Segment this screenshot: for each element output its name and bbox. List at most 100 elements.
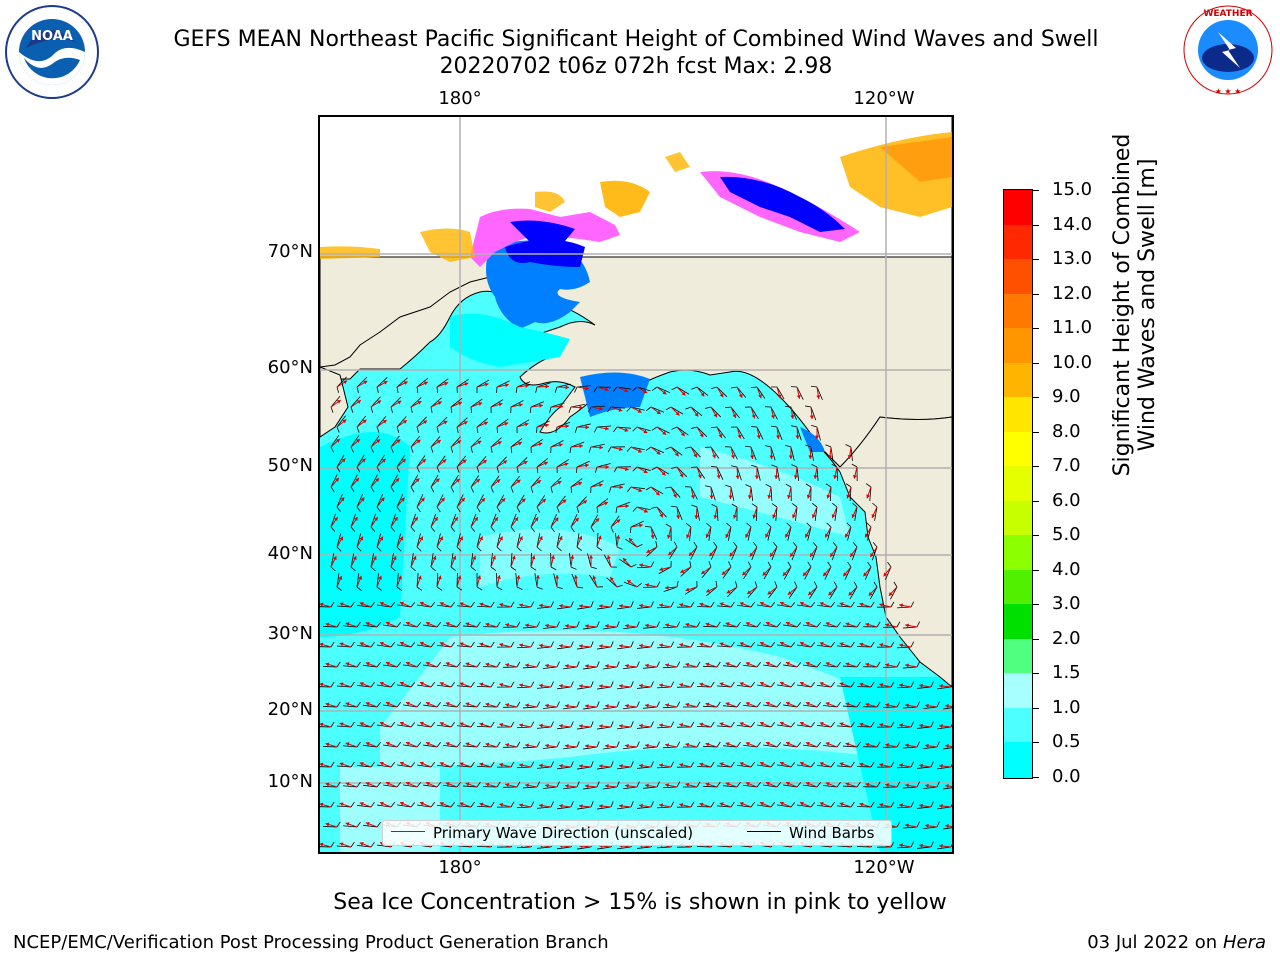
wind-barb-feather <box>776 622 782 628</box>
wind-barb-feather <box>590 566 597 570</box>
wave-arrow-head <box>712 454 716 459</box>
wave-arrow-head <box>694 412 699 417</box>
wind-barb <box>563 706 578 710</box>
wind-barb-feather <box>450 566 456 572</box>
wind-barb <box>776 386 785 400</box>
wind-barb-feather <box>876 781 881 788</box>
wave-arrow-head <box>825 742 830 746</box>
wind-barb <box>803 624 818 628</box>
wind-barb <box>851 546 858 561</box>
wave-arrow-head <box>455 478 460 483</box>
wave-arrow-head <box>619 723 623 729</box>
wind-barb <box>536 420 550 428</box>
wave-arrow-head <box>598 483 603 488</box>
wind-barb <box>637 686 652 689</box>
wave-arrow-head <box>496 575 501 580</box>
wind-barb-feather <box>436 426 439 433</box>
wind-barb <box>847 526 852 541</box>
wave-arrow-head <box>459 642 464 647</box>
wind-barb <box>397 804 412 808</box>
wind-barb-feather <box>376 781 381 788</box>
wind-barb-feather <box>516 546 522 552</box>
wave-arrow-head <box>839 602 844 607</box>
wind-barb-feather <box>736 661 741 668</box>
wind-barb-feather <box>916 661 920 668</box>
wave-arrow-head <box>848 591 853 596</box>
wave-arrow-head <box>639 603 643 608</box>
wind-barb-feather <box>670 641 675 648</box>
wind-barb <box>790 406 797 420</box>
wind-barb <box>723 705 738 708</box>
wind-barb <box>396 573 399 588</box>
wind-barb <box>516 646 532 649</box>
wind-barb-feather <box>644 526 652 528</box>
wind-barb <box>330 474 338 488</box>
wind-barb-feather <box>670 801 675 808</box>
wind-barb <box>636 566 652 569</box>
wave-arrow-head <box>830 552 834 557</box>
wave-arrow-head <box>845 702 850 707</box>
wave-arrow-head <box>618 447 623 452</box>
wind-barb <box>743 624 758 628</box>
wind-barb-feather <box>570 761 574 768</box>
wind-barb <box>577 846 592 850</box>
wave-arrow-head <box>525 663 529 668</box>
wind-barb-feather <box>671 386 678 391</box>
wind-barb-feather <box>690 721 695 728</box>
wave-arrow-head <box>745 621 750 626</box>
wind-barb-feather <box>710 641 715 648</box>
wind-barb-feather <box>853 581 858 588</box>
wind-barb-feather <box>790 682 796 688</box>
wind-barb-feather <box>705 485 712 488</box>
wave-arrow-head <box>828 455 833 459</box>
wave-arrow-head <box>805 781 810 786</box>
wind-barb <box>869 486 872 501</box>
wave-arrow-head <box>359 842 364 846</box>
wind-barb-feather <box>767 561 772 568</box>
wind-barb <box>596 533 599 548</box>
wind-barb-feather <box>733 541 738 548</box>
wind-barb <box>854 506 858 521</box>
wave-arrow-head <box>693 453 697 458</box>
wind-barb <box>817 804 832 808</box>
wind-barb <box>803 664 818 668</box>
wind-barb-feather <box>746 522 752 528</box>
wind-barb-feather <box>530 526 535 533</box>
wind-barb <box>370 553 375 568</box>
wind-barb-feather <box>330 681 335 688</box>
wind-barb <box>557 806 572 810</box>
wave-arrow-head <box>624 466 629 471</box>
wind-barb <box>543 666 558 669</box>
wind-barb-feather <box>336 506 341 513</box>
wind-barb-feather <box>470 446 473 453</box>
wind-barb-feather <box>673 541 678 548</box>
wind-barb-feather <box>436 546 442 552</box>
wind-barb <box>536 495 546 508</box>
wind-barb-feather <box>811 464 818 468</box>
wind-barb <box>690 406 703 417</box>
wind-barb <box>716 506 719 521</box>
wave-arrow-head <box>765 661 770 666</box>
wave-arrow-head <box>539 763 543 768</box>
colorbar-tick-label: 0.5 <box>1052 731 1081 753</box>
wind-barb-feather <box>745 445 752 448</box>
wind-barb <box>336 376 347 388</box>
wave-arrow-head <box>685 622 690 627</box>
wind-barb-feather <box>416 546 422 552</box>
colorbar-tick-label: 14.0 <box>1052 213 1093 235</box>
wind-barb <box>603 746 618 750</box>
wind-barb <box>563 786 578 790</box>
wave-arrow-head <box>365 621 370 626</box>
wind-barb-feather <box>376 546 382 552</box>
wind-barb <box>726 586 738 598</box>
wave-arrow-head <box>765 701 770 706</box>
wind-barb <box>536 533 541 548</box>
wind-barb-feather <box>510 601 515 608</box>
wave-arrow-head <box>415 478 420 483</box>
wind-barb <box>516 766 532 769</box>
wind-barb-feather <box>936 821 940 828</box>
wave-arrow-head <box>739 721 744 726</box>
wind-barb <box>543 626 558 629</box>
wind-barb <box>476 725 492 728</box>
wind-barb <box>337 685 352 688</box>
